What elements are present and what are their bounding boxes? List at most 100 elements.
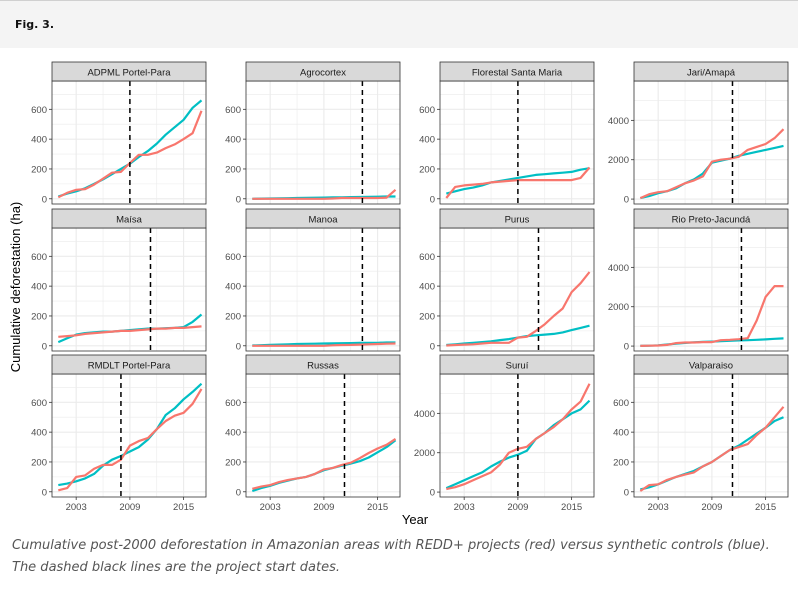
y-tick-label: 200 [225,311,241,322]
panel-manoa: Manoa 0 200 400 600 [225,208,401,352]
y-tick-label: 600 [419,105,435,116]
series-line-project [640,285,784,347]
y-tick-label: 0 [624,342,629,353]
plot-background [634,374,788,497]
facet-strip [51,208,207,229]
panel-florestal-santa-maria: Florestal Santa Maria 0 200 400 600 [419,61,595,205]
x-tick-label: 2015 [367,502,388,513]
y-tick-label: 0 [430,341,435,352]
y-tick-label: 600 [31,398,47,409]
y-tick-label: 600 [225,398,241,409]
series-line-project [446,271,591,347]
y-tick-label: 600 [225,252,241,263]
series-line-project [639,128,785,200]
y-tick-label: 400 [419,282,435,293]
facet-strip [633,354,789,375]
facet-strip-label: Purus [505,215,530,226]
x-tick-label: 2003 [454,502,475,513]
series-line-project [252,188,397,200]
y-tick-label: 200 [31,164,47,175]
y-tick-label: 0 [236,341,241,352]
y-tick-label: 0 [430,488,435,499]
series-line-project [58,388,203,492]
y-tick-label: 200 [31,311,47,322]
y-tick-label: 4000 [608,116,629,127]
y-tick-label: 0 [236,487,241,498]
y-tick-label: 200 [31,457,47,468]
plot-background [246,374,400,497]
y-tick-label: 400 [31,428,47,439]
y-tick-label: 400 [613,428,629,439]
figure-caption: Cumulative post-2000 deforestation in Am… [12,538,770,575]
x-tick-label: 2009 [701,502,722,513]
series-line-project [252,437,397,490]
facet-strip [245,208,401,229]
facet-strip-label: Agrocortex [300,68,346,79]
y-tick-label: 400 [31,135,47,146]
y-tick-label: 600 [613,398,629,409]
y-tick-label: 600 [31,252,47,263]
y-tick-label: 400 [225,282,241,293]
series-line-control [446,167,590,195]
plot-background [52,228,206,351]
panel-russas: Russas 0 200 400 600 2003 2009 2015 [225,354,401,513]
y-tick-label: 2000 [608,155,629,166]
y-tick-label: 200 [613,457,629,468]
y-tick-label: 0 [42,487,47,498]
facet-strip [439,61,595,82]
facet-strip-label: Florestal Santa Maria [472,68,563,79]
plot-background [634,228,788,351]
y-axis-label: Cumulative deforestation (ha) [8,202,23,373]
facet-strip [51,61,207,82]
facet-strip [51,354,207,375]
x-tick-label: 2015 [173,502,194,513]
x-tick-label: 2003 [66,502,87,513]
y-tick-label: 200 [419,164,435,175]
panel-rmdlt-portel-para: RMDLT Portel-Para 0 200 400 600 2003 2009 2015 [31,354,207,513]
x-tick-label: 2003 [648,502,669,513]
y-tick-label: 600 [419,252,435,263]
facet-strip-label: Russas [307,361,339,372]
plot-background [246,81,400,204]
panel-jari-amap-: Jari/Amapá 0 2000 4000 [608,61,789,206]
panel-ma-sa: Maísa 0 200 400 600 [31,208,207,352]
y-tick-label: 0 [42,341,47,352]
facet-strip-label: ADPML Portel-Para [87,68,171,79]
series-line-control [58,382,203,487]
y-tick-label: 400 [225,135,241,146]
y-tick-label: 200 [225,457,241,468]
facet-strip [439,354,595,375]
y-tick-label: 0 [624,195,629,206]
y-tick-label: 400 [419,135,435,146]
panel-rio-preto-jacund-: Rio Preto-Jacundá 0 2000 4000 [608,208,789,353]
y-tick-label: 2000 [608,302,629,313]
series-line-project [639,406,785,492]
series-line-project [58,325,202,338]
facet-strip-label: Rio Preto-Jacundá [672,215,751,226]
facet-strip-label: RMDLT Portel-Para [88,361,171,372]
y-tick-label: 600 [225,105,241,116]
facet-strip [245,61,401,82]
figure-header: Fig. 3. [0,0,798,48]
y-tick-label: 400 [31,282,47,293]
y-tick-label: 200 [419,311,435,322]
figure-label: Fig. 3. [15,18,54,31]
x-tick-label: 2009 [119,502,140,513]
panel-grid: ADPML Portel-Para 0 200 400 600 Agrocortex 0 20… [31,61,789,513]
y-tick-label: 2000 [414,448,435,459]
x-tick-label: 2015 [755,502,776,513]
facet-strip [633,208,789,229]
y-tick-label: 0 [430,194,435,205]
plot-background [440,81,594,204]
panel-valparaiso: Valparaiso 0 200 400 600 2003 2009 2015 [613,354,789,513]
facet-strip [439,208,595,229]
y-tick-label: 0 [236,194,241,205]
panel-purus: Purus 0 200 400 600 [419,208,595,352]
panel-adpml-portel-para: ADPML Portel-Para 0 200 400 600 [31,61,207,205]
y-tick-label: 0 [624,487,629,498]
facet-strip [245,354,401,375]
plot-background [634,81,788,204]
facet-strip [633,61,789,82]
faceted-line-chart: Cumulative deforestation (ha) Year ADPML… [8,61,789,527]
plot-background [246,228,400,351]
